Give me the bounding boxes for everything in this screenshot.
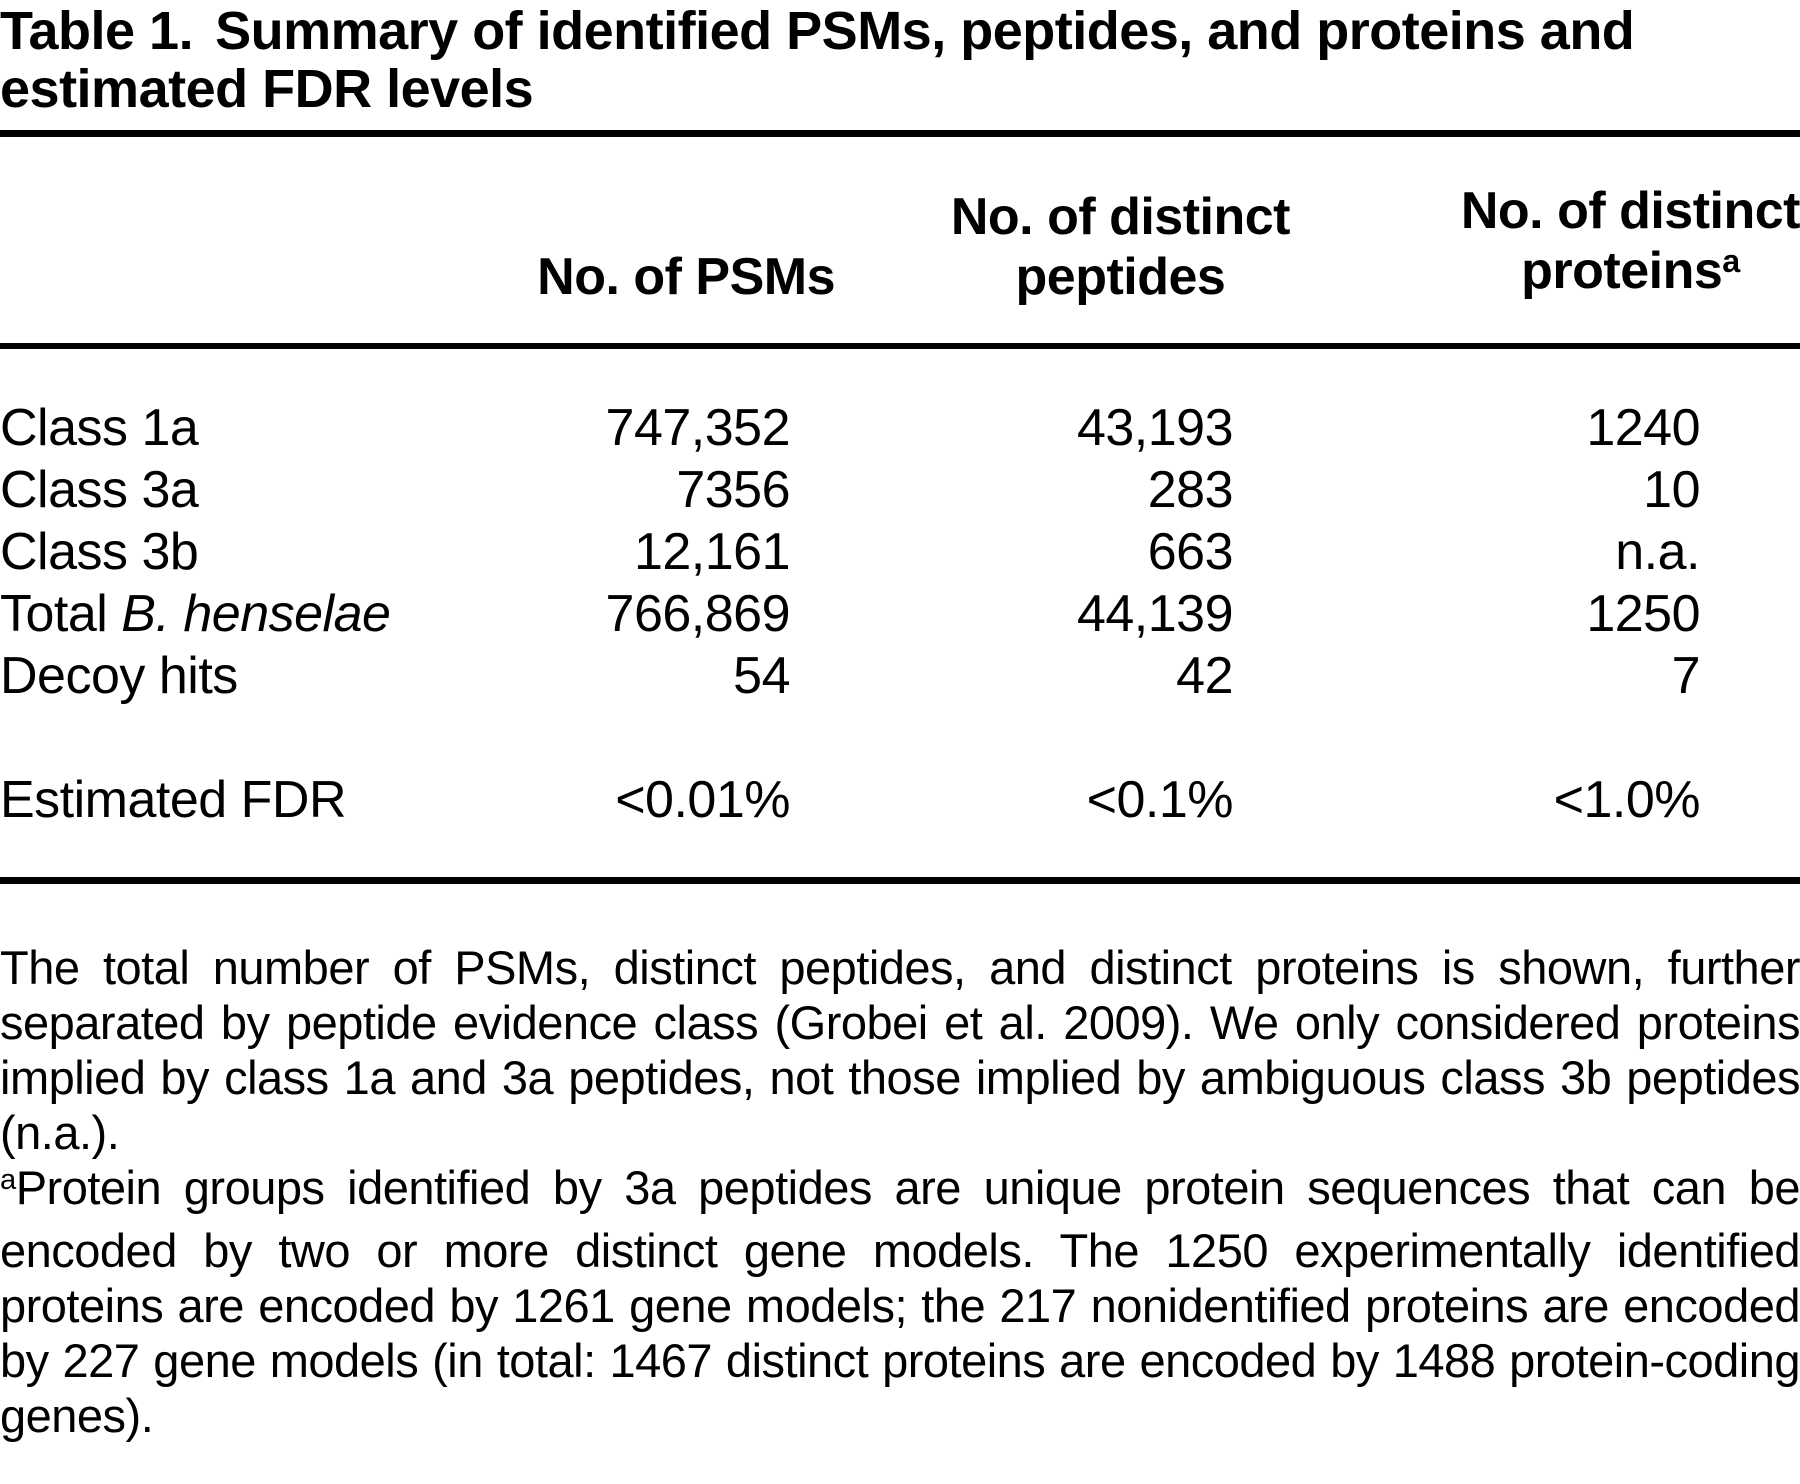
summary-table: No. of PSMs No. of distinct peptides No.…	[0, 130, 1800, 884]
row-label: Estimated FDR	[0, 771, 347, 829]
header-psms: No. of PSMs	[360, 133, 835, 349]
table-body: Class 1a 747,352 43,193 1240 Class 3a 73…	[0, 346, 1800, 881]
footnote-a: aProtein groups identified by 3a peptide…	[0, 1160, 1800, 1443]
table-row-class-1a: Class 1a 747,352 43,193 1240	[0, 346, 1800, 459]
cell-fdr-peptides: <0.1%	[1086, 771, 1234, 829]
table-row-class-3a: Class 3a 7356 283 10	[0, 459, 1800, 521]
table-footnotes: The total number of PSMs, distinct pepti…	[0, 940, 1800, 1443]
footnote-general: The total number of PSMs, distinct pepti…	[0, 941, 1800, 1159]
row-label: Class 3a	[0, 461, 199, 519]
cell-proteins: 1250	[1586, 585, 1700, 643]
cell-proteins: 10	[1643, 461, 1700, 519]
cell-peptides: 283	[1147, 461, 1234, 519]
table-header: No. of PSMs No. of distinct peptides No.…	[0, 133, 1800, 349]
header-peptides: No. of distinct peptides	[835, 133, 1291, 349]
cell-proteins: 7	[1671, 647, 1701, 705]
species-name: B. henselae	[121, 585, 391, 643]
cell-peptides: 663	[1147, 523, 1234, 581]
table-number-label: Table 1.	[0, 1, 194, 61]
cell-proteins: n.a.	[1615, 523, 1700, 581]
header-peptides-line1: No. of distinct	[950, 188, 1291, 246]
table-title-line2: estimated FDR levels	[0, 59, 534, 119]
cell-peptides: 44,139	[1076, 585, 1234, 643]
row-label: Decoy hits	[0, 647, 238, 705]
footnote-a-marker: a	[0, 1164, 16, 1197]
cell-psms: 54	[733, 647, 790, 705]
header-proteins: No. of distinct proteinsa	[1290, 133, 1800, 349]
table-title-line1: Table 1. Summary of identified PSMs, pept…	[0, 2, 1800, 60]
footnote-marker-a: a	[1722, 242, 1740, 279]
table-row-decoy-hits: Decoy hits 54 42 7	[0, 645, 1800, 707]
header-row: No. of PSMs No. of distinct peptides No.…	[0, 133, 1800, 349]
header-empty-cell	[0, 133, 360, 349]
header-peptides-line2: peptides	[1015, 248, 1226, 306]
row-label: Class 3b	[0, 523, 199, 581]
table-row-total: Total B. henselae 766,869 44,139 1250	[0, 583, 1800, 645]
row-label: Class 1a	[0, 399, 199, 457]
row-label: Total B. henselae	[0, 585, 391, 643]
header-proteins-line1: No. of distinct	[1460, 182, 1800, 240]
header-proteins-line2: proteinsa	[1521, 242, 1740, 300]
table-title: Table 1. Summary of identified PSMs, pept…	[0, 0, 1800, 118]
cell-proteins: 1240	[1586, 399, 1700, 457]
cell-peptides: 43,193	[1076, 399, 1234, 457]
table-row-class-3b: Class 3b 12,161 663 n.a.	[0, 521, 1800, 583]
footnote-a-text: Protein groups identified by 3a peptides…	[0, 1161, 1800, 1442]
table-title-text: Summary of identified PSMs, peptides, an…	[215, 1, 1635, 61]
cell-psms: 12,161	[633, 523, 791, 581]
cell-fdr-proteins: <1.0%	[1553, 771, 1701, 829]
spacer-row	[0, 707, 1800, 769]
cell-psms: 766,869	[605, 585, 791, 643]
cell-psms: 7356	[676, 461, 790, 519]
cell-fdr-psms: <0.01%	[615, 771, 790, 829]
cell-peptides: 42	[1176, 647, 1233, 705]
table-row-estimated-fdr: Estimated FDR <0.01% <0.1% <1.0%	[0, 769, 1800, 881]
cell-psms: 747,352	[605, 399, 791, 457]
